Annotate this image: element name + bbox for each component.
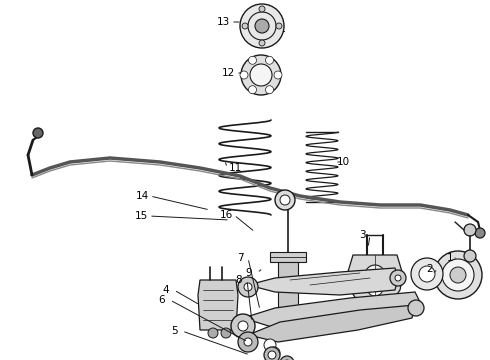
Circle shape [442,259,474,291]
Circle shape [280,356,294,360]
Circle shape [238,321,248,331]
Text: 11: 11 [228,163,242,173]
Polygon shape [198,280,238,330]
Circle shape [244,338,252,346]
Circle shape [280,195,290,205]
Circle shape [395,275,401,281]
Circle shape [259,6,265,12]
Circle shape [242,23,248,29]
Circle shape [33,128,43,138]
Text: 4: 4 [163,285,170,295]
Circle shape [240,4,284,48]
Text: 6: 6 [159,295,165,305]
Circle shape [266,86,273,94]
Text: 2: 2 [427,264,433,274]
Circle shape [464,250,476,262]
Text: 5: 5 [171,326,177,336]
Circle shape [276,23,282,29]
Circle shape [264,339,276,351]
Text: 7: 7 [237,253,244,263]
Polygon shape [278,262,298,320]
Circle shape [280,317,296,333]
Circle shape [365,265,385,285]
Circle shape [208,328,218,338]
Circle shape [248,86,256,94]
Circle shape [240,71,248,79]
Polygon shape [248,268,398,295]
Circle shape [464,224,476,236]
Circle shape [250,64,272,86]
Circle shape [248,56,256,64]
Text: 9: 9 [245,268,252,278]
Text: 1: 1 [447,253,453,263]
Circle shape [434,251,482,299]
Circle shape [238,277,258,297]
Circle shape [268,351,276,359]
Circle shape [475,228,485,238]
Polygon shape [243,292,420,328]
Circle shape [244,283,252,291]
Circle shape [367,280,383,296]
Text: 8: 8 [236,275,243,285]
Circle shape [419,266,435,282]
Polygon shape [347,255,403,300]
Circle shape [221,328,231,338]
Circle shape [390,270,406,286]
Circle shape [274,71,282,79]
Text: 13: 13 [217,17,230,27]
Polygon shape [270,252,306,262]
Text: 14: 14 [135,191,148,201]
Circle shape [408,300,424,316]
Text: 10: 10 [337,157,349,167]
Text: 12: 12 [221,68,235,78]
Circle shape [266,56,273,64]
Circle shape [268,347,280,359]
Circle shape [255,19,269,33]
Circle shape [275,190,295,210]
Circle shape [241,55,281,95]
Circle shape [238,332,258,352]
Polygon shape [248,305,415,342]
Circle shape [411,258,443,290]
Circle shape [231,314,255,338]
Text: 16: 16 [220,210,233,220]
Circle shape [259,40,265,46]
Circle shape [450,267,466,283]
Circle shape [264,347,280,360]
Text: 15: 15 [134,211,147,221]
Text: 3: 3 [359,230,366,240]
